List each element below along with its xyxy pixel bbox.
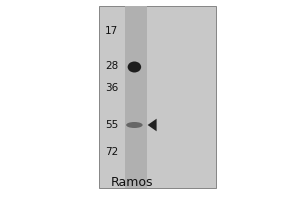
Bar bbox=[99, 6, 216, 188]
Ellipse shape bbox=[126, 122, 143, 128]
Text: 17: 17 bbox=[105, 26, 119, 36]
Polygon shape bbox=[148, 119, 157, 131]
Bar bbox=[124, 6, 147, 188]
Text: 72: 72 bbox=[105, 147, 119, 157]
Ellipse shape bbox=[128, 62, 141, 72]
Text: Ramos: Ramos bbox=[111, 176, 153, 190]
Text: 28: 28 bbox=[105, 61, 119, 71]
Text: 55: 55 bbox=[105, 120, 119, 130]
Text: 36: 36 bbox=[105, 83, 119, 93]
